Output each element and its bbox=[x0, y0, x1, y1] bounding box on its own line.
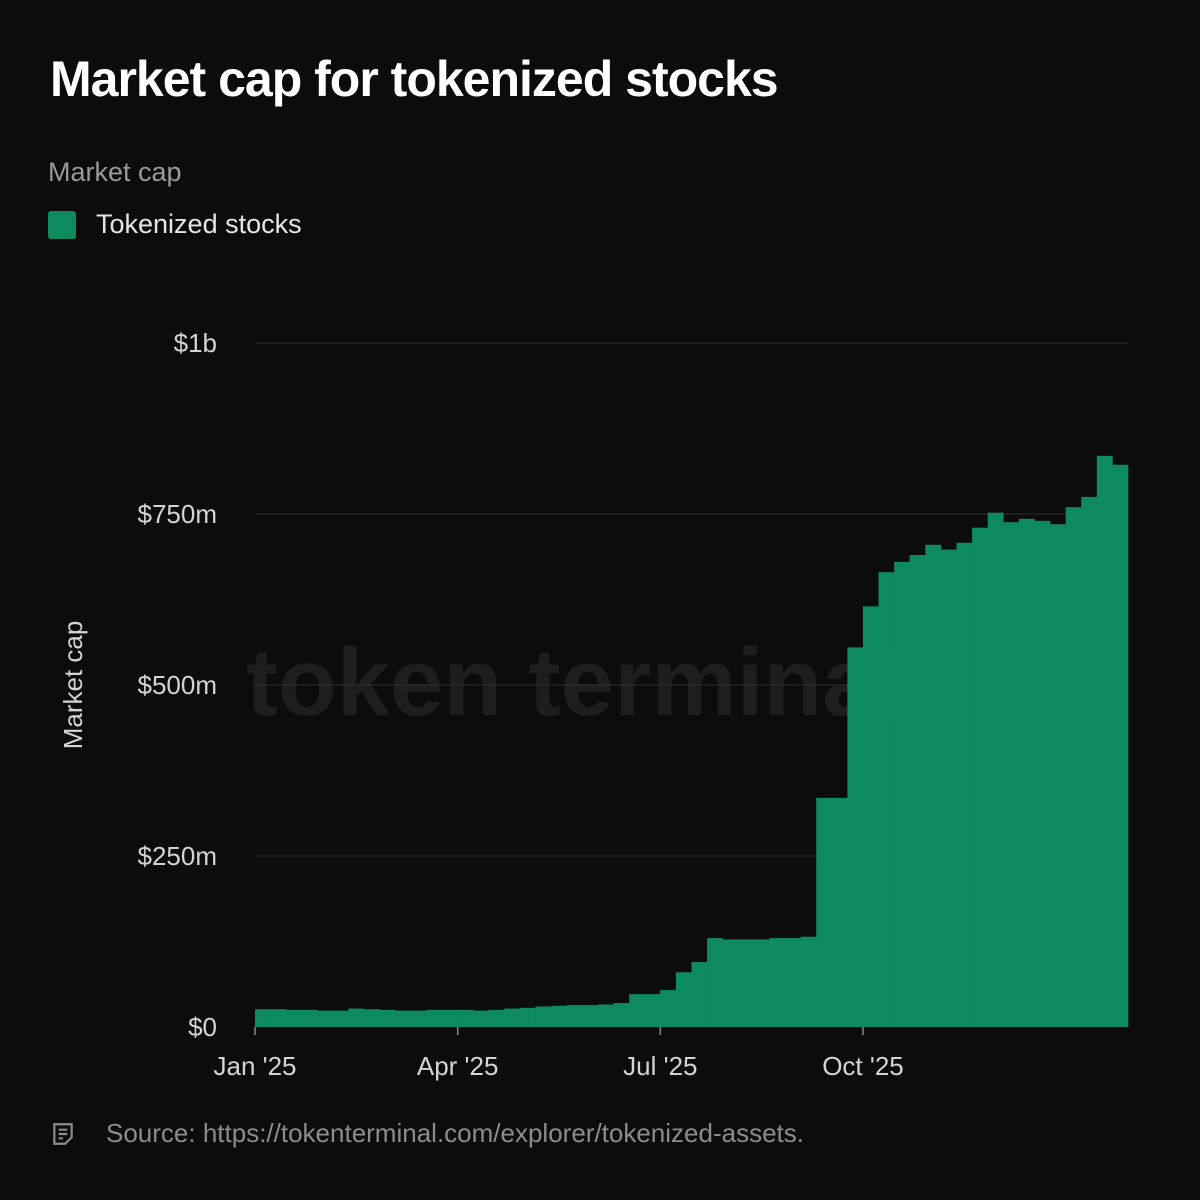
bar bbox=[940, 549, 957, 1027]
bar bbox=[660, 990, 677, 1027]
y-axis-label: Market cap bbox=[58, 621, 88, 750]
x-tick-label: Jan '25 bbox=[213, 1051, 296, 1081]
bar bbox=[769, 938, 786, 1027]
page-title: Market cap for tokenized stocks bbox=[50, 51, 779, 107]
chart: token terminal_ $0 $250m $500m $750m $1b Jan… bbox=[58, 328, 1129, 1081]
bar bbox=[504, 1008, 521, 1027]
bar bbox=[753, 939, 770, 1027]
bar bbox=[1112, 464, 1129, 1027]
y-tick-label: $750m bbox=[138, 499, 218, 529]
y-tick-label: $0 bbox=[188, 1012, 217, 1042]
bar bbox=[987, 512, 1004, 1027]
bar bbox=[566, 1005, 583, 1027]
bar bbox=[551, 1005, 568, 1027]
bar bbox=[878, 572, 895, 1027]
x-axis-ticks: Jan '25 Apr '25 Jul '25 Oct '25 bbox=[213, 1027, 904, 1081]
watermark: token terminal_ bbox=[246, 629, 957, 736]
bar bbox=[831, 797, 848, 1027]
bar bbox=[956, 542, 973, 1027]
bar bbox=[473, 1010, 490, 1027]
bar bbox=[442, 1009, 458, 1027]
legend: Tokenized stocks bbox=[48, 209, 302, 240]
bar bbox=[722, 939, 739, 1027]
bar bbox=[894, 561, 911, 1027]
bar bbox=[379, 1009, 396, 1027]
bar bbox=[1050, 524, 1066, 1027]
legend-label: Tokenized stocks bbox=[96, 209, 302, 239]
bar bbox=[675, 972, 692, 1027]
bar bbox=[1065, 507, 1082, 1027]
bar bbox=[691, 962, 708, 1027]
x-tick-label: Jul '25 bbox=[623, 1051, 697, 1081]
bar bbox=[1003, 522, 1020, 1027]
bar-series bbox=[255, 455, 1129, 1027]
bar bbox=[925, 544, 942, 1027]
bar bbox=[972, 527, 988, 1027]
footer: Source: https://tokenterminal.com/explor… bbox=[50, 1118, 804, 1149]
bar bbox=[909, 555, 926, 1027]
bar bbox=[862, 606, 879, 1027]
y-tick-label: $500m bbox=[138, 670, 218, 700]
bar bbox=[535, 1006, 552, 1027]
bar bbox=[644, 994, 661, 1027]
bar bbox=[629, 994, 646, 1027]
y-tick-label: $250m bbox=[138, 841, 218, 871]
bar bbox=[613, 1003, 630, 1027]
note-icon bbox=[53, 1122, 73, 1145]
source-text: Source: https://tokenterminal.com/explor… bbox=[106, 1118, 804, 1148]
bar bbox=[301, 1009, 318, 1027]
bar bbox=[395, 1010, 412, 1027]
bar bbox=[847, 647, 864, 1027]
bar bbox=[1018, 518, 1035, 1027]
x-tick-label: Oct '25 bbox=[822, 1051, 904, 1081]
bar bbox=[800, 936, 817, 1027]
bar bbox=[582, 1005, 599, 1027]
bar bbox=[488, 1009, 505, 1027]
bar bbox=[457, 1009, 474, 1027]
bar bbox=[255, 1009, 271, 1027]
bar bbox=[738, 939, 755, 1027]
bar bbox=[1096, 455, 1113, 1027]
bar bbox=[332, 1010, 349, 1027]
x-tick-label: Apr '25 bbox=[417, 1051, 499, 1081]
bar bbox=[410, 1010, 427, 1027]
bar bbox=[1034, 520, 1051, 1027]
bar bbox=[317, 1010, 334, 1027]
y-tick-label: $1b bbox=[174, 328, 217, 358]
bar bbox=[364, 1009, 381, 1027]
y-axis-ticks: $0 $250m $500m $750m $1b bbox=[138, 328, 218, 1042]
bar bbox=[707, 938, 723, 1027]
bar bbox=[286, 1009, 303, 1027]
bar bbox=[1081, 496, 1098, 1027]
bar bbox=[597, 1004, 614, 1027]
bar bbox=[270, 1009, 287, 1027]
bar bbox=[785, 938, 801, 1027]
bar bbox=[348, 1008, 365, 1027]
chart-subtitle: Market cap bbox=[48, 157, 182, 187]
bar bbox=[426, 1009, 443, 1027]
bar bbox=[520, 1007, 536, 1027]
legend-swatch bbox=[48, 210, 76, 239]
bar bbox=[816, 797, 833, 1027]
